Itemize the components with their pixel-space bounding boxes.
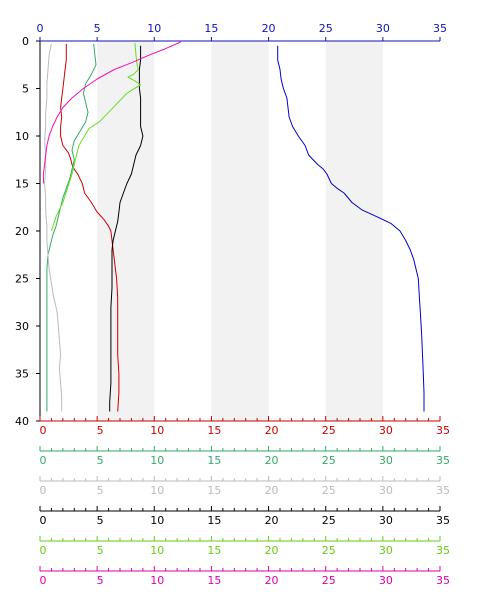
y-tick-label-20: 20: [15, 225, 29, 238]
y-axis-left: 0 5 10 15 20 25 30 35 40: [15, 35, 41, 428]
series-line-6: [42, 41, 181, 184]
series-line-2: [46, 43, 97, 412]
bottom-axis-2-label-20: 20: [265, 484, 279, 497]
series-line-0: [277, 45, 425, 412]
y-tick-label-10: 10: [15, 130, 29, 143]
bottom-axis-5-label-25: 25: [322, 574, 336, 587]
bottom-axis-3-label-15: 15: [207, 514, 221, 527]
bottom-axis-5-label-20: 20: [265, 574, 279, 587]
series-line-1: [60, 43, 120, 412]
bottom-axis-0-label-20: 20: [265, 424, 279, 437]
bottom-axis-3-label-20: 20: [265, 514, 279, 527]
bottom-axis-1-label-15: 15: [207, 454, 221, 467]
bottom-axis-2-label-25: 25: [322, 484, 336, 497]
y-tick-label-40: 40: [15, 415, 29, 428]
top-tick-label-10: 10: [147, 22, 161, 35]
bottom-axis-5-label-15: 15: [207, 574, 221, 587]
bottom-axis-2-label-5: 5: [97, 484, 104, 497]
series-line-3: [44, 43, 63, 412]
bottom-axis-0-label-30: 30: [379, 424, 393, 437]
bottom-axis-5-label-5: 5: [97, 574, 104, 587]
bottom-axis-3-label-25: 25: [322, 514, 336, 527]
bottom-axis-4-label-20: 20: [265, 544, 279, 557]
top-tick-label-15: 15: [204, 22, 218, 35]
bottom-axis-2-label-30: 30: [379, 484, 393, 497]
bottom-axis-4-label-30: 30: [379, 544, 393, 557]
bottom-axis-3-label-35: 35: [436, 514, 450, 527]
bottom-axis-1-label-35: 35: [436, 454, 450, 467]
bottom-axis-1-label-10: 10: [150, 454, 164, 467]
bottom-axis-3-label-0: 0: [40, 514, 47, 527]
bottom-axis-0-label-5: 5: [97, 424, 104, 437]
bottom-axis-0-label-15: 15: [207, 424, 221, 437]
bottom-axis-5-label-30: 30: [379, 574, 393, 587]
top-tick-label-5: 5: [94, 22, 101, 35]
y-tick-label-35: 35: [15, 368, 29, 381]
bottom-axis-0-label-25: 25: [322, 424, 336, 437]
top-tick-label-30: 30: [376, 22, 390, 35]
bottom-axis-1-label-5: 5: [97, 454, 104, 467]
bottom-axis-2-label-10: 10: [150, 484, 164, 497]
bottom-axis-0-label-35: 35: [436, 424, 450, 437]
bottom-axis-3-label-10: 10: [150, 514, 164, 527]
x-axes-bottom: 0 5 10 15 20 25 30 35 0 5 10 15 20 25 30 35 0 5 10 15 20 25 30…: [39, 416, 450, 587]
y-tick-label-25: 25: [15, 273, 29, 286]
top-tick-label-25: 25: [319, 22, 333, 35]
top-tick-label-0: 0: [37, 22, 44, 35]
bottom-axis-4-label-5: 5: [97, 544, 104, 557]
bottom-axis-4-label-0: 0: [40, 544, 47, 557]
bottom-axis-1-label-25: 25: [322, 454, 336, 467]
y-tick-label-30: 30: [15, 320, 29, 333]
y-tick-label-0: 0: [22, 35, 29, 48]
bottom-axis-1-label-0: 0: [40, 454, 47, 467]
bottom-axis-4-label-10: 10: [150, 544, 164, 557]
bottom-axis-1-label-30: 30: [379, 454, 393, 467]
bottom-axis-3-label-30: 30: [379, 514, 393, 527]
shaded-band-2: [325, 41, 383, 421]
bottom-axis-0-label-0: 0: [40, 424, 47, 437]
bottom-axis-0-label-10: 10: [150, 424, 164, 437]
shaded-band-0: [97, 41, 155, 421]
bottom-axis-3-label-5: 5: [97, 514, 104, 527]
shaded-band-1: [211, 41, 269, 421]
bottom-axis-2-label-0: 0: [40, 484, 47, 497]
top-tick-label-35: 35: [433, 22, 447, 35]
top-tick-label-20: 20: [262, 22, 276, 35]
bottom-axis-1-label-20: 20: [265, 454, 279, 467]
y-tick-label-5: 5: [22, 83, 29, 96]
bottom-axis-5-label-0: 0: [40, 574, 47, 587]
shaded-bands: [97, 41, 383, 421]
bottom-axis-4-label-15: 15: [207, 544, 221, 557]
bottom-axis-4-label-35: 35: [436, 544, 450, 557]
bottom-axis-2-label-15: 15: [207, 484, 221, 497]
bottom-axis-4-label-25: 25: [322, 544, 336, 557]
bottom-axis-5-label-10: 10: [150, 574, 164, 587]
series-lines: [42, 41, 425, 412]
y-tick-label-15: 15: [15, 178, 29, 191]
bottom-axis-2-label-35: 35: [436, 484, 450, 497]
series-line-5: [50, 42, 142, 232]
bottom-axis-5-label-35: 35: [436, 574, 450, 587]
x-axis-top: 0 5 10 15 20 25 30 35: [37, 22, 447, 42]
series-line-4: [109, 45, 144, 412]
